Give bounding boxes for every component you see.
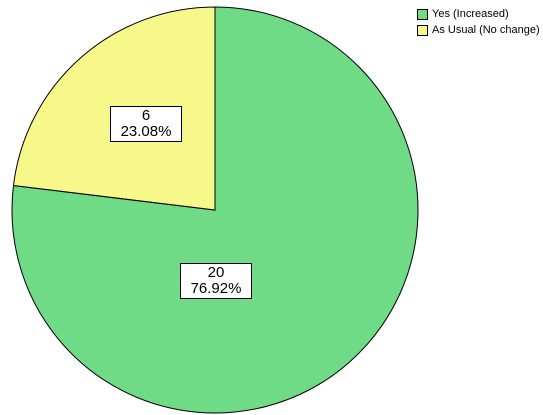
legend-item-as-usual: As Usual (No change) [417,24,540,36]
legend-swatch [417,9,428,20]
legend-label: Yes (Increased) [432,8,509,20]
legend-swatch [417,25,428,36]
data-label-value: 6 [141,107,151,124]
data-label-percent: 76.92% [190,280,242,297]
data-label-percent: 23.08% [120,123,172,140]
data-label-yes-increased: 20 76.92% [180,263,252,299]
data-label-as-usual: 6 23.08% [110,106,182,142]
data-label-value: 20 [207,264,225,281]
legend-label: As Usual (No change) [432,24,540,36]
legend: Yes (Increased) As Usual (No change) [417,8,540,40]
legend-item-yes-increased: Yes (Increased) [417,8,540,20]
